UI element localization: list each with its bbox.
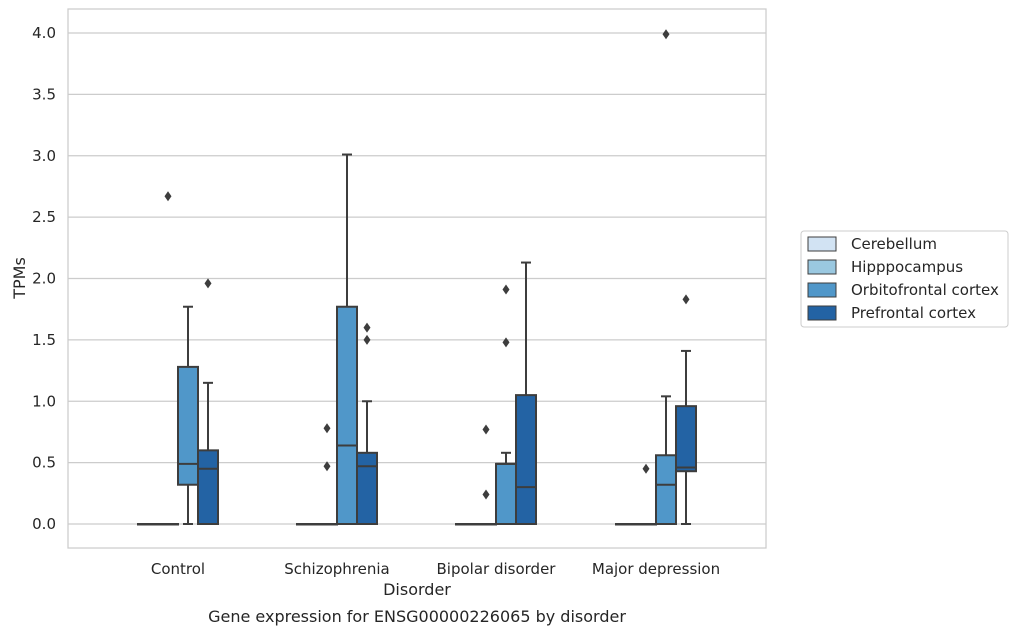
box-body [356, 451, 378, 525]
box-body [336, 305, 358, 526]
x-tick-label: Bipolar disorder [437, 560, 557, 578]
legend-label: Hipppocampus [851, 258, 963, 276]
y-tick-label: 3.5 [32, 85, 56, 103]
outlier-point [502, 284, 510, 295]
box-group [475, 424, 497, 526]
y-tick-label: 2.5 [32, 208, 56, 226]
x-tick-label: Schizophrenia [284, 560, 389, 578]
plot-frame [67, 8, 767, 549]
outlier-point [662, 29, 670, 40]
y-tick-label: 1.0 [32, 392, 56, 410]
box-body [495, 462, 517, 526]
x-axis-ticks: Control Schizophrenia Bipolar disorder Majo… [151, 560, 720, 578]
outlier-point [642, 463, 650, 474]
box-group [495, 284, 517, 526]
y-axis-title: TPMs [10, 257, 29, 300]
legend: Cerebellum Hipppocampus Orbitofrontal cort… [800, 230, 1009, 328]
gridlines [68, 32, 766, 525]
outlier-point [502, 337, 510, 348]
y-axis-ticks: 0.0 0.5 1.0 1.5 2.0 2.5 3.0 3.5 4.0 [32, 24, 56, 533]
box-group [635, 463, 657, 526]
box-group [675, 294, 697, 525]
legend-label: Prefrontal cortex [851, 304, 976, 322]
y-tick-label: 0.5 [32, 454, 56, 472]
y-tick-label: 0.0 [32, 515, 56, 533]
box-group [296, 523, 318, 526]
outlier-point [323, 423, 331, 434]
box-body [197, 449, 219, 526]
legend-swatch [807, 282, 837, 298]
legend-label: Cerebellum [851, 235, 937, 253]
outlier-point [363, 334, 371, 345]
box-group [455, 523, 477, 526]
box-group [655, 29, 677, 526]
x-tick-label: Major depression [592, 560, 720, 578]
box-group [615, 523, 637, 526]
outlier-point [482, 489, 490, 500]
y-tick-label: 1.5 [32, 331, 56, 349]
box-body [675, 405, 697, 473]
legend-swatch [807, 259, 837, 275]
box-marks [137, 29, 697, 526]
legend-swatch [807, 305, 837, 321]
box-group [177, 305, 199, 525]
box-body [515, 394, 537, 525]
outlier-point [363, 322, 371, 333]
outlier-point [204, 278, 212, 289]
chart-caption: Gene expression for ENSG00000226065 by d… [208, 607, 626, 626]
y-tick-label: 4.0 [32, 24, 56, 42]
box-group [336, 153, 358, 526]
outlier-point [682, 294, 690, 305]
box-group [157, 191, 179, 526]
box-group [356, 322, 378, 525]
legend-box [800, 230, 1009, 328]
x-axis-title: Disorder [383, 580, 451, 599]
box-group [316, 423, 338, 526]
box-group [137, 523, 159, 526]
outlier-point [482, 424, 490, 435]
legend-swatch [807, 236, 837, 252]
x-tick-label: Control [151, 560, 205, 578]
outlier-point [164, 191, 172, 202]
legend-label: Orbitofrontal cortex [851, 281, 999, 299]
box-group [515, 261, 537, 525]
box-body [655, 454, 677, 526]
box-body [177, 365, 199, 486]
outlier-point [323, 461, 331, 472]
box-group [197, 278, 219, 526]
y-tick-label: 2.0 [32, 270, 56, 288]
y-tick-label: 3.0 [32, 147, 56, 165]
